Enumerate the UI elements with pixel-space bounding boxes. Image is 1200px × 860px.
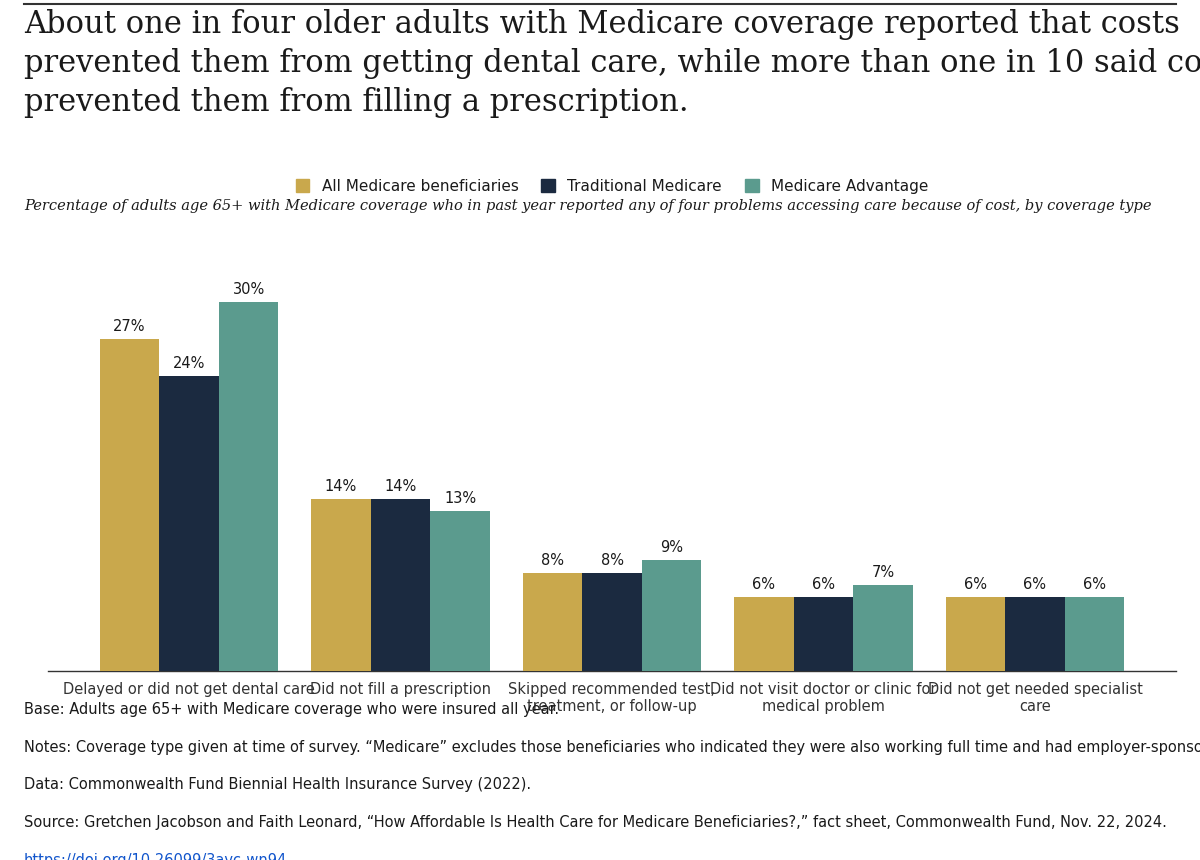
Text: 9%: 9% bbox=[660, 540, 683, 556]
Bar bbox=[853, 585, 913, 671]
Text: 30%: 30% bbox=[233, 282, 265, 298]
Bar bbox=[522, 573, 582, 671]
Text: Notes: Coverage type given at time of survey. “Medicare” excludes those benefici: Notes: Coverage type given at time of su… bbox=[24, 740, 1200, 754]
Text: 14%: 14% bbox=[384, 479, 416, 494]
Text: 14%: 14% bbox=[325, 479, 356, 494]
Bar bbox=[582, 573, 642, 671]
Text: 6%: 6% bbox=[1024, 577, 1046, 593]
Bar bbox=[946, 597, 1006, 671]
Text: 8%: 8% bbox=[541, 553, 564, 568]
Text: 13%: 13% bbox=[444, 491, 476, 507]
Text: About one in four older adults with Medicare coverage reported that costs
preven: About one in four older adults with Medi… bbox=[24, 9, 1200, 119]
Bar bbox=[642, 560, 702, 671]
Bar bbox=[218, 302, 278, 671]
Text: 6%: 6% bbox=[752, 577, 775, 593]
Bar bbox=[431, 511, 490, 671]
Text: 24%: 24% bbox=[173, 356, 205, 371]
Bar bbox=[1064, 597, 1124, 671]
Bar bbox=[160, 376, 218, 671]
Text: Percentage of adults age 65+ with Medicare coverage who in past year reported an: Percentage of adults age 65+ with Medica… bbox=[24, 199, 1152, 213]
Legend: All Medicare beneficiaries, Traditional Medicare, Medicare Advantage: All Medicare beneficiaries, Traditional … bbox=[288, 171, 936, 201]
Bar bbox=[734, 597, 793, 671]
Text: Base: Adults age 65+ with Medicare coverage who were insured all year.: Base: Adults age 65+ with Medicare cover… bbox=[24, 702, 559, 716]
Text: 27%: 27% bbox=[113, 319, 145, 335]
Bar bbox=[371, 499, 431, 671]
Text: https://doi.org/10.26099/3avc-wn94: https://doi.org/10.26099/3avc-wn94 bbox=[24, 853, 287, 860]
Text: 7%: 7% bbox=[871, 565, 895, 580]
Text: 6%: 6% bbox=[812, 577, 835, 593]
Bar bbox=[1006, 597, 1064, 671]
Text: Data: Commonwealth Fund Biennial Health Insurance Survey (2022).: Data: Commonwealth Fund Biennial Health … bbox=[24, 777, 532, 792]
Text: 6%: 6% bbox=[964, 577, 986, 593]
Text: 8%: 8% bbox=[600, 553, 624, 568]
Text: Source: Gretchen Jacobson and Faith Leonard, “How Affordable Is Health Care for : Source: Gretchen Jacobson and Faith Leon… bbox=[24, 815, 1166, 830]
Text: 6%: 6% bbox=[1084, 577, 1106, 593]
Bar bbox=[793, 597, 853, 671]
Bar bbox=[311, 499, 371, 671]
Bar bbox=[100, 339, 160, 671]
